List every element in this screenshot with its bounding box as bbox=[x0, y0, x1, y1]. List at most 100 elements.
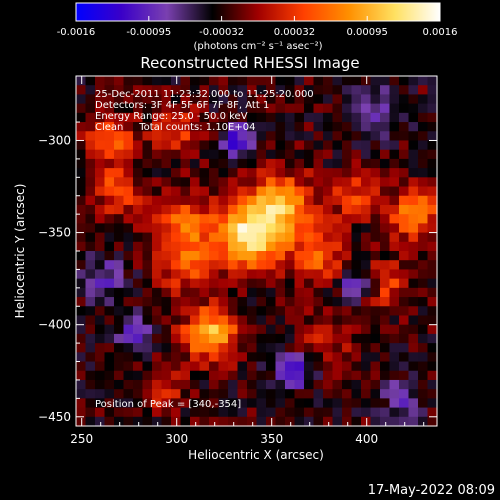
heatmap-cell bbox=[228, 168, 239, 178]
heatmap-cell bbox=[228, 103, 239, 114]
heatmap-cell bbox=[85, 297, 96, 307]
heatmap-cell bbox=[218, 112, 229, 123]
heatmap-cell bbox=[389, 140, 400, 151]
heatmap-cell bbox=[85, 287, 96, 298]
heatmap-cell bbox=[275, 260, 286, 271]
heatmap-cell bbox=[427, 269, 438, 280]
heatmap-cell bbox=[408, 251, 419, 261]
heatmap-cell bbox=[228, 85, 239, 96]
heatmap-cell bbox=[313, 94, 324, 105]
heatmap-cell bbox=[133, 389, 144, 399]
heatmap-cell bbox=[76, 94, 87, 105]
heatmap-cell bbox=[342, 195, 353, 206]
heatmap-cell bbox=[389, 416, 400, 427]
heatmap-cell bbox=[76, 232, 87, 243]
heatmap-cell bbox=[361, 324, 372, 335]
heatmap-cell bbox=[332, 370, 343, 381]
heatmap-cell bbox=[323, 204, 334, 215]
heatmap-cell bbox=[76, 122, 87, 132]
heatmap-cell bbox=[133, 416, 144, 427]
heatmap-cell bbox=[133, 149, 144, 160]
heatmap-cell bbox=[85, 389, 96, 399]
heatmap-cell bbox=[342, 76, 353, 86]
heatmap-cell bbox=[389, 103, 400, 114]
heatmap-cell bbox=[180, 195, 191, 206]
heatmap-cell bbox=[266, 379, 277, 390]
heatmap-cell bbox=[408, 278, 419, 289]
heatmap-cell bbox=[218, 269, 229, 280]
heatmap-cell bbox=[123, 103, 134, 114]
heatmap-cell bbox=[304, 158, 315, 169]
heatmap-cell bbox=[199, 76, 210, 86]
heatmap-cell bbox=[275, 232, 286, 243]
heatmap-cell bbox=[171, 306, 182, 317]
heatmap-cell bbox=[95, 361, 106, 372]
heatmap-cell bbox=[294, 122, 305, 132]
heatmap-cell bbox=[114, 269, 125, 280]
heatmap-cell bbox=[209, 76, 220, 86]
heatmap-cell bbox=[313, 398, 324, 409]
heatmap-cell bbox=[171, 343, 182, 353]
heatmap-cell bbox=[351, 370, 362, 381]
heatmap-cell bbox=[95, 416, 106, 427]
heatmap-cell bbox=[275, 85, 286, 96]
heatmap-cell bbox=[332, 251, 343, 261]
heatmap-cell bbox=[389, 306, 400, 317]
heatmap-cell bbox=[171, 122, 182, 132]
heatmap-cell bbox=[304, 131, 315, 142]
heatmap-cell bbox=[218, 214, 229, 224]
heatmap-cell bbox=[427, 76, 438, 86]
heatmap-cell bbox=[275, 370, 286, 381]
heatmap-cell bbox=[161, 361, 172, 372]
heatmap-cell bbox=[332, 306, 343, 317]
heatmap-cell bbox=[85, 315, 96, 326]
heatmap-cell bbox=[190, 333, 201, 344]
heatmap-cell bbox=[171, 260, 182, 271]
heatmap-cell bbox=[95, 232, 106, 243]
heatmap-cell bbox=[351, 204, 362, 215]
heatmap-cell bbox=[256, 223, 267, 234]
heatmap-cell bbox=[332, 416, 343, 427]
heatmap-cell bbox=[228, 195, 239, 206]
heatmap-cell bbox=[361, 389, 372, 399]
heatmap-cell bbox=[304, 333, 315, 344]
x-tick-label: 350 bbox=[260, 432, 283, 446]
heatmap-cell bbox=[389, 158, 400, 169]
heatmap-cell bbox=[266, 131, 277, 142]
heatmap-cell bbox=[247, 177, 258, 188]
heatmap-cell bbox=[142, 241, 153, 252]
heatmap-cell bbox=[104, 306, 115, 317]
heatmap-cell bbox=[161, 297, 172, 307]
heatmap-cell bbox=[104, 76, 115, 86]
heatmap-cell bbox=[247, 168, 258, 178]
heatmap-cell bbox=[133, 112, 144, 123]
heatmap-cell bbox=[342, 158, 353, 169]
heatmap-cell bbox=[218, 85, 229, 96]
heatmap-image bbox=[76, 76, 438, 427]
heatmap-cell bbox=[342, 389, 353, 399]
heatmap-cell bbox=[256, 361, 267, 372]
heatmap-cell bbox=[370, 149, 381, 160]
heatmap-cell bbox=[408, 361, 419, 372]
heatmap-cell bbox=[123, 251, 134, 261]
heatmap-cell bbox=[418, 195, 429, 206]
heatmap-cell bbox=[114, 204, 125, 215]
heatmap-cell bbox=[294, 76, 305, 86]
heatmap-cell bbox=[294, 315, 305, 326]
heatmap-cell bbox=[123, 158, 134, 169]
heatmap-cell bbox=[104, 186, 115, 197]
heatmap-cell bbox=[190, 361, 201, 372]
heatmap-cell bbox=[418, 306, 429, 317]
heatmap-cell bbox=[142, 140, 153, 151]
heatmap-cell bbox=[247, 343, 258, 353]
heatmap-cell bbox=[399, 122, 410, 132]
heatmap-cell bbox=[171, 315, 182, 326]
heatmap-cell bbox=[142, 370, 153, 381]
heatmap-cell bbox=[427, 407, 438, 418]
heatmap-cell bbox=[199, 186, 210, 197]
heatmap-cell bbox=[171, 352, 182, 363]
heatmap-cell bbox=[370, 379, 381, 390]
heatmap-cell bbox=[228, 223, 239, 234]
heatmap-cell bbox=[399, 370, 410, 381]
heatmap-cell bbox=[266, 241, 277, 252]
